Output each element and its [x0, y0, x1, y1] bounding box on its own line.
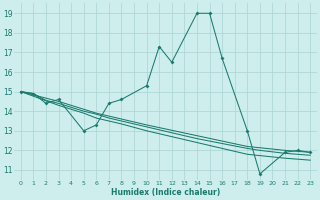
X-axis label: Humidex (Indice chaleur): Humidex (Indice chaleur) — [111, 188, 220, 197]
